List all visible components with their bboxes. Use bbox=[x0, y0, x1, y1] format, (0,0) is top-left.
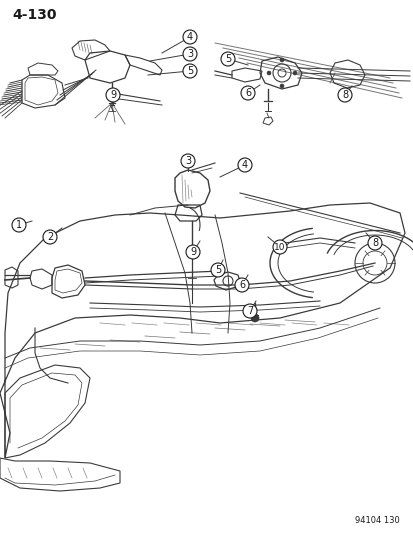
Circle shape bbox=[279, 58, 283, 62]
Circle shape bbox=[183, 47, 197, 61]
Text: 8: 8 bbox=[371, 238, 377, 248]
Circle shape bbox=[185, 245, 199, 259]
Text: 10: 10 bbox=[273, 243, 285, 252]
Text: 8: 8 bbox=[341, 90, 347, 100]
Text: 9: 9 bbox=[110, 90, 116, 100]
Text: 4-130: 4-130 bbox=[12, 8, 56, 22]
Circle shape bbox=[292, 71, 296, 75]
Text: 6: 6 bbox=[238, 280, 244, 290]
Circle shape bbox=[250, 314, 259, 322]
Text: 4: 4 bbox=[187, 32, 192, 42]
Circle shape bbox=[272, 240, 286, 254]
Text: 5: 5 bbox=[214, 265, 221, 275]
Circle shape bbox=[266, 71, 271, 75]
Circle shape bbox=[367, 236, 381, 250]
Text: 1: 1 bbox=[16, 220, 22, 230]
Circle shape bbox=[183, 64, 197, 78]
Text: 4: 4 bbox=[241, 160, 247, 170]
Text: 3: 3 bbox=[187, 49, 192, 59]
Text: 9: 9 bbox=[190, 247, 196, 257]
Circle shape bbox=[43, 230, 57, 244]
Circle shape bbox=[240, 86, 254, 100]
Text: 94104 130: 94104 130 bbox=[354, 516, 399, 525]
Text: 5: 5 bbox=[186, 66, 192, 76]
Text: 2: 2 bbox=[47, 232, 53, 242]
Circle shape bbox=[279, 84, 283, 88]
Text: 3: 3 bbox=[185, 156, 191, 166]
Circle shape bbox=[180, 154, 195, 168]
Circle shape bbox=[237, 158, 252, 172]
Circle shape bbox=[211, 263, 224, 277]
Circle shape bbox=[337, 88, 351, 102]
Text: 5: 5 bbox=[224, 54, 230, 64]
Circle shape bbox=[12, 218, 26, 232]
Text: 6: 6 bbox=[244, 88, 250, 98]
Circle shape bbox=[106, 88, 120, 102]
Circle shape bbox=[221, 52, 235, 66]
Circle shape bbox=[235, 278, 248, 292]
Text: 7: 7 bbox=[246, 306, 252, 316]
Circle shape bbox=[242, 304, 256, 318]
Circle shape bbox=[183, 30, 197, 44]
